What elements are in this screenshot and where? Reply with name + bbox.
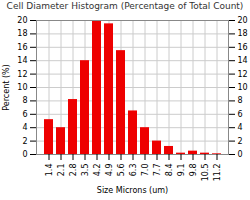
svg-text:16: 16 bbox=[238, 43, 248, 52]
svg-text:2.1: 2.1 bbox=[57, 164, 66, 177]
svg-text:2: 2 bbox=[22, 137, 27, 146]
svg-text:9.1: 9.1 bbox=[177, 164, 186, 177]
svg-text:4: 4 bbox=[238, 123, 243, 132]
svg-text:14: 14 bbox=[238, 56, 248, 65]
svg-text:12: 12 bbox=[17, 70, 27, 79]
svg-text:14: 14 bbox=[17, 56, 27, 65]
svg-text:2.8: 2.8 bbox=[69, 164, 78, 177]
svg-text:0: 0 bbox=[22, 150, 27, 159]
svg-text:20: 20 bbox=[17, 16, 27, 25]
svg-text:4: 4 bbox=[22, 123, 27, 132]
svg-text:Size Microns (um): Size Microns (um) bbox=[97, 186, 168, 195]
svg-text:7.0: 7.0 bbox=[141, 164, 150, 177]
svg-text:Percent (%): Percent (%) bbox=[2, 64, 11, 111]
svg-text:7.7: 7.7 bbox=[153, 164, 162, 177]
svg-text:2: 2 bbox=[238, 137, 243, 146]
svg-text:4.9: 4.9 bbox=[105, 164, 114, 177]
svg-text:20: 20 bbox=[238, 16, 248, 25]
svg-text:18: 18 bbox=[17, 29, 27, 38]
svg-text:8: 8 bbox=[22, 96, 27, 105]
svg-text:11.2: 11.2 bbox=[213, 164, 222, 182]
html-text:Cell Diameter Histogram (Perce: Cell Diameter Histogram (Percentage of T… bbox=[6, 1, 244, 11]
svg-text:6: 6 bbox=[22, 110, 27, 119]
svg-text:10.5: 10.5 bbox=[201, 164, 210, 182]
svg-text:16: 16 bbox=[17, 43, 27, 52]
svg-text:12: 12 bbox=[238, 70, 248, 79]
svg-text:18: 18 bbox=[238, 29, 248, 38]
svg-text:10: 10 bbox=[238, 83, 248, 92]
svg-text:1.4: 1.4 bbox=[45, 164, 54, 177]
svg-text:8.4: 8.4 bbox=[165, 164, 174, 177]
svg-text:3.5: 3.5 bbox=[81, 164, 90, 177]
svg-text:9.8: 9.8 bbox=[189, 164, 198, 177]
svg-text:6.3: 6.3 bbox=[129, 164, 138, 177]
svg-text:4.2: 4.2 bbox=[93, 164, 102, 177]
svg-text:8: 8 bbox=[238, 96, 243, 105]
svg-text:6: 6 bbox=[238, 110, 243, 119]
svg-text:0: 0 bbox=[238, 150, 243, 159]
svg-text:10: 10 bbox=[17, 83, 27, 92]
svg-text:5.6: 5.6 bbox=[117, 164, 126, 177]
